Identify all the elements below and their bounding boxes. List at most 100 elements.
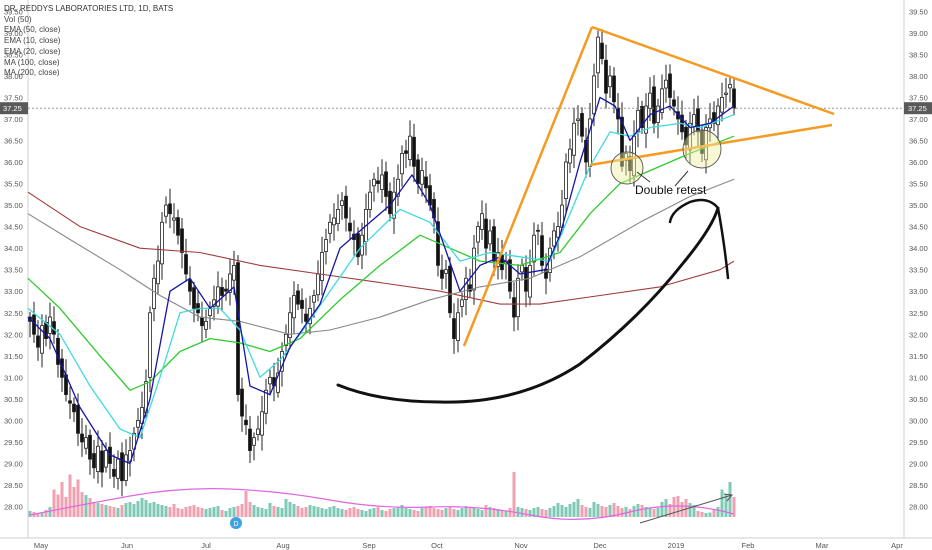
volume-bar	[364, 511, 368, 517]
candle-down	[652, 86, 656, 124]
volume-bar	[444, 508, 448, 517]
volume-bar	[728, 482, 732, 517]
volume-bar	[556, 503, 560, 517]
candle-down	[344, 195, 348, 219]
candle-down	[540, 235, 544, 266]
volume-bar	[484, 505, 488, 517]
volume-bar	[536, 507, 540, 517]
y-tick-label-left: 30.50	[4, 395, 23, 404]
candle-up	[332, 217, 336, 226]
y-tick-label-left: 31.50	[4, 352, 23, 361]
y-tick-label-left: 34.50	[4, 223, 23, 232]
candle-down	[604, 59, 608, 94]
volume-bar	[612, 503, 616, 517]
volume-bar	[648, 508, 652, 517]
candle-down	[80, 433, 84, 443]
candle-up	[400, 153, 404, 175]
volume-bar	[168, 507, 172, 517]
y-tick-label-right: 36.00	[909, 158, 928, 167]
candle-up	[156, 260, 160, 285]
y-tick-label-right: 39.50	[909, 7, 928, 16]
y-tick-label-left: 37.50	[4, 93, 23, 102]
x-tick-label: 2019	[668, 541, 685, 550]
volume-bar	[232, 507, 236, 517]
volume-bar	[568, 504, 572, 517]
candle-up	[728, 84, 732, 89]
candle-down	[620, 116, 624, 167]
volume-bar	[180, 509, 184, 517]
volume-bar	[656, 508, 660, 517]
volume-bar	[28, 511, 32, 517]
volume-bar	[184, 507, 188, 517]
volume-bar	[644, 507, 648, 517]
volume-bar	[408, 509, 412, 517]
price-badge-left-text: 37.25	[3, 104, 22, 113]
candle-up	[380, 174, 384, 190]
candle-up	[84, 437, 88, 449]
volume-bar	[188, 506, 192, 517]
candle-up	[336, 208, 340, 225]
candle-down	[348, 222, 352, 232]
candle-down	[200, 317, 204, 327]
candle-up	[392, 191, 396, 219]
y-tick-label-left: 35.00	[4, 201, 23, 210]
candle-down	[304, 313, 308, 322]
volume-bar	[216, 506, 220, 517]
candle-down	[88, 434, 92, 460]
candle-down	[412, 136, 416, 167]
x-tick-label: Jun	[121, 541, 133, 550]
retest-circle-2	[682, 129, 722, 169]
volume-bar	[520, 508, 524, 517]
candle-up	[136, 420, 140, 428]
candle-up	[464, 277, 468, 300]
ma100-line	[27, 178, 735, 335]
candle-up	[312, 295, 316, 303]
volume-bar	[284, 499, 288, 517]
legend-ema50: EMA (50, close)	[4, 25, 61, 35]
x-tick-label: Feb	[742, 541, 755, 550]
volume-bar	[456, 510, 460, 517]
volume-bar	[140, 498, 144, 517]
date-marker-label: D	[233, 521, 238, 528]
volume-bar	[276, 507, 280, 517]
candle-up	[568, 148, 572, 164]
volume-bar	[340, 509, 344, 517]
volume-bar	[356, 509, 360, 517]
volume-bar	[596, 504, 600, 517]
volume-bar	[532, 508, 536, 517]
volume-bar	[100, 504, 104, 517]
volume-bar	[528, 510, 532, 517]
volume-bar	[256, 507, 260, 517]
candle-down	[500, 254, 504, 271]
candle-up	[664, 79, 668, 89]
volume-bar	[504, 511, 508, 517]
y-tick-label-left: 28.00	[4, 503, 23, 512]
volume-bar	[360, 510, 364, 517]
volume-bar	[128, 502, 132, 517]
volume-bar	[440, 510, 444, 517]
volume-bar	[52, 489, 56, 517]
candle-up	[716, 105, 720, 126]
candle-down	[192, 287, 196, 309]
volume-bar	[716, 507, 720, 517]
volume-bar	[472, 508, 476, 517]
y-tick-label-right: 28.50	[909, 481, 928, 490]
volume-bar	[380, 510, 384, 517]
y-tick-label-right: 34.50	[909, 223, 928, 232]
x-tick-label: Mar	[816, 541, 829, 550]
volume-bar	[584, 507, 588, 517]
candle-down	[240, 388, 244, 417]
candle-up	[596, 36, 600, 74]
y-tick-label-right: 29.50	[909, 438, 928, 447]
legend-ema20: EMA (20, close)	[4, 46, 61, 56]
candle-up	[152, 277, 156, 309]
candle-down	[168, 203, 172, 215]
volume-bar	[36, 513, 40, 517]
volume-bar	[492, 508, 496, 517]
candle-down	[72, 403, 76, 413]
volume-bar	[708, 512, 712, 517]
candle-down	[404, 150, 408, 154]
volume-bar	[352, 507, 356, 517]
volume-bar	[92, 502, 96, 517]
